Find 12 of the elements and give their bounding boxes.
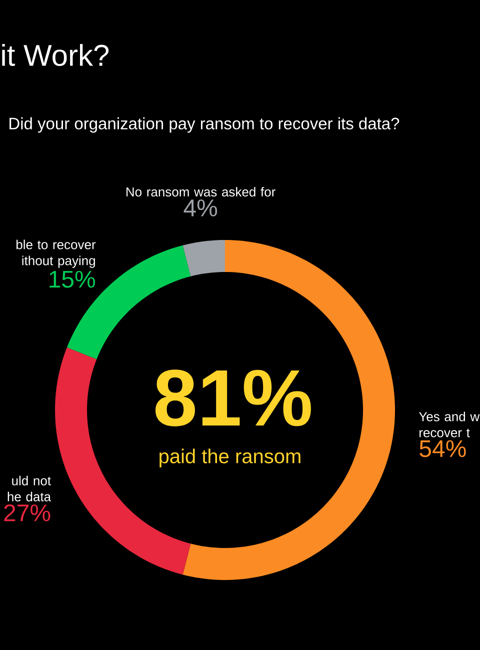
slice-label: Yes and w recover t [418, 412, 480, 438]
text: 81% [155, 370, 311, 426]
text: paid the ransom [160, 448, 300, 468]
slice-label: ble to recover ithout paying [16, 240, 96, 268]
data-label: 4% [184, 200, 218, 216]
data-label: 54% [420, 440, 466, 458]
data-label: 27% [4, 504, 50, 522]
chart-title: it Work? [2, 44, 109, 66]
slice-label: No ransom was asked for [126, 186, 276, 197]
chart-subtitle: Did your organization pay ransom to recover its data? [10, 117, 400, 133]
slice-label: uld not he data [8, 476, 52, 502]
data-label: 15% [50, 270, 95, 288]
